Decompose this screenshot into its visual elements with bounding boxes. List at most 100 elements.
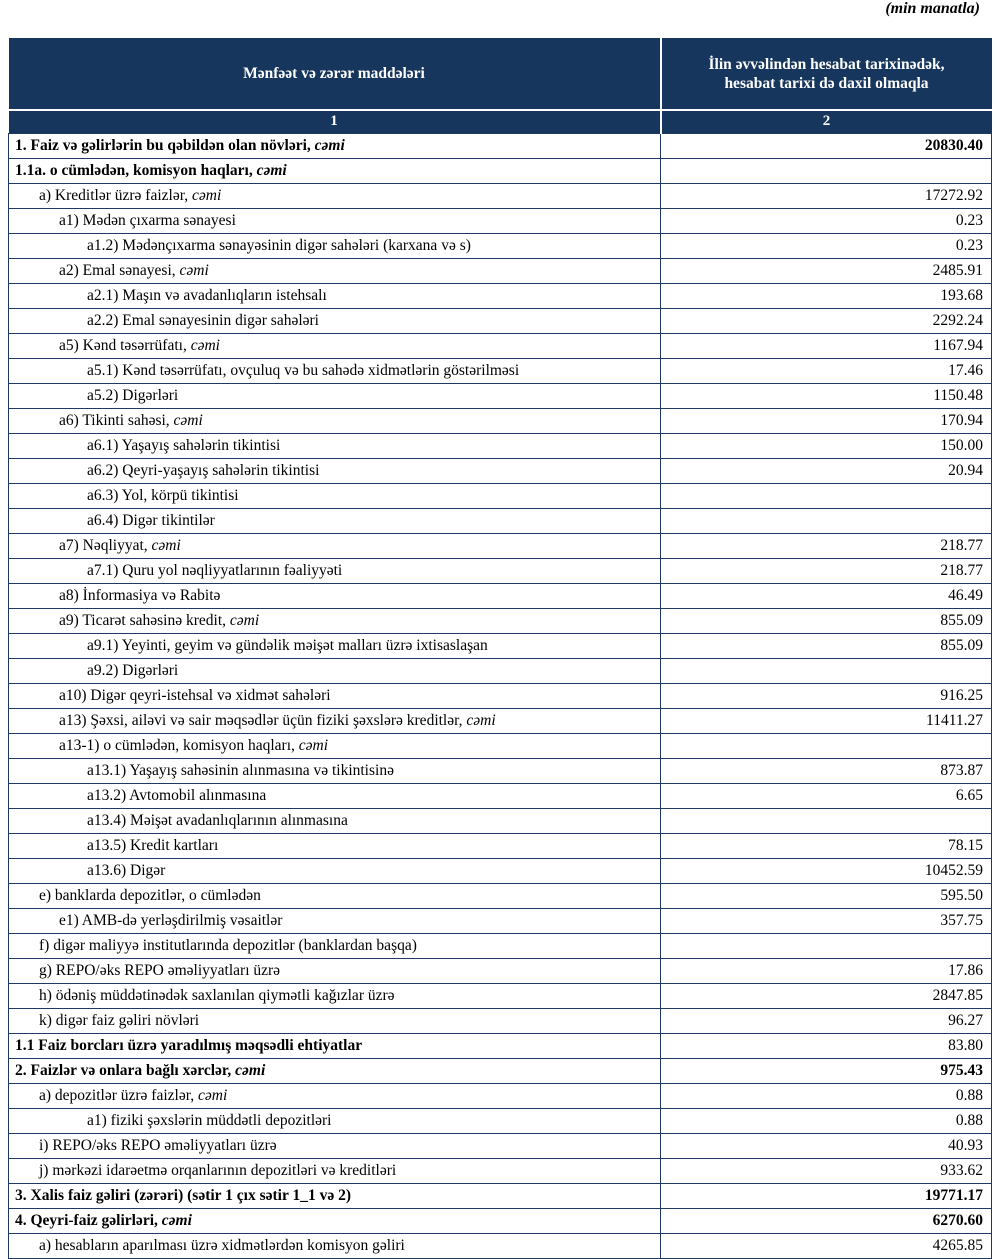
- row-label: i) REPO/əks REPO əməliyyatları üzrə: [8, 1132, 661, 1159]
- row-value: 6.65: [660, 782, 992, 809]
- row-label: a6.3) Yol, körpü tikintisi: [8, 482, 661, 509]
- row-value: 40.93: [660, 1132, 992, 1159]
- table-row: a) depozitlər üzrə faizlər, cəmi 0.88: [8, 1082, 992, 1109]
- row-value: [660, 732, 992, 759]
- table-row: a) hesabların aparılması üzrə xidmətlərd…: [8, 1232, 992, 1259]
- row-label: a8) İnformasiya və Rabitə: [8, 582, 661, 609]
- table-row: a2.2) Emal sənayesinin digər sahələri 22…: [8, 307, 992, 334]
- row-label: a13.4) Məişət avadanlıqlarının alınmasın…: [8, 807, 661, 834]
- column-header-period-value: İlin əvvəlindən hesabat tarixinədək, hes…: [659, 38, 992, 111]
- table-row: a6.4) Digər tikintilər: [8, 507, 992, 534]
- row-label: a1) fiziki şəxslərin müddətli depozitlər…: [8, 1107, 661, 1134]
- row-value: 0.23: [660, 207, 992, 234]
- row-value: 78.15: [660, 832, 992, 859]
- column-header-items: Mənfəət və zərər maddələri: [8, 38, 662, 111]
- table-row: e) banklarda depozitlər, o cümlədən 595.…: [8, 882, 992, 909]
- row-value: [660, 807, 992, 834]
- row-label: a) depozitlər üzrə faizlər, cəmi: [8, 1082, 661, 1109]
- row-value: 46.49: [660, 582, 992, 609]
- row-value: [660, 157, 992, 184]
- table-row: 1.1 Faiz borcları üzrə yaradılmış məqsəd…: [8, 1032, 992, 1059]
- row-value: 96.27: [660, 1007, 992, 1034]
- row-value: 855.09: [660, 607, 992, 634]
- row-label: a13.1) Yaşayış sahəsinin alınmasına və t…: [8, 757, 661, 784]
- row-label: k) digər faiz gəliri növləri: [8, 1007, 661, 1034]
- table-row: a2.1) Maşın və avadanlıqların istehsalı …: [8, 282, 992, 309]
- table-row: a1) Mədən çıxarma sənayesi 0.23: [8, 207, 992, 234]
- table-row: a9.2) Digərləri: [8, 657, 992, 684]
- row-value: 4265.85: [660, 1232, 992, 1259]
- row-label: g) REPO/əks REPO əməliyyatları üzrə: [8, 957, 661, 984]
- row-value: 150.00: [660, 432, 992, 459]
- table-row: a5.2) Digərləri 1150.48: [8, 382, 992, 409]
- table-row: a9.1) Yeyinti, geyim və gündəlik məişət …: [8, 632, 992, 659]
- table-row: a2) Emal sənayesi, cəmi 2485.91: [8, 257, 992, 284]
- row-label: a) hesabların aparılması üzrə xidmətlərd…: [8, 1232, 661, 1259]
- table-row: j) mərkəzi idarəetmə orqanlarının depozi…: [8, 1157, 992, 1184]
- row-label: h) ödəniş müddətinədək saxlanılan qiymət…: [8, 982, 661, 1009]
- table-row: e1) AMB-də yerləşdirilmiş vəsaitlər 357.…: [8, 907, 992, 934]
- table-row: a7) Nəqliyyat, cəmi 218.77: [8, 532, 992, 559]
- profit-loss-table: Mənfəət və zərər maddələri İlin əvvəlind…: [8, 38, 992, 1259]
- table-row: a13-1) o cümlədən, komisyon haqları, cəm…: [8, 732, 992, 759]
- table-row: i) REPO/əks REPO əməliyyatları üzrə 40.9…: [8, 1132, 992, 1159]
- table-row: a13.4) Məişət avadanlıqlarının alınmasın…: [8, 807, 992, 834]
- row-label: 4. Qeyri-faiz gəlirləri, cəmi: [8, 1207, 661, 1234]
- row-value: 218.77: [660, 532, 992, 559]
- table-row: a) Kreditlər üzrə faizlər, cəmi 17272.92: [8, 182, 992, 209]
- table-row: a13) Şəxsi, ailəvi və sair məqsədlər üçü…: [8, 707, 992, 734]
- column-number-1: 1: [8, 110, 662, 133]
- row-value: 2485.91: [660, 257, 992, 284]
- row-label: a7.1) Quru yol nəqliyyatlarının fəaliyyə…: [8, 557, 661, 584]
- row-value: 1167.94: [660, 332, 992, 359]
- table-row: g) REPO/əks REPO əməliyyatları üzrə 17.8…: [8, 957, 992, 984]
- row-label: a6) Tikinti sahəsi, cəmi: [8, 407, 661, 434]
- row-label: 1. Faiz və gəlirlərin bu qəbildən olan n…: [8, 132, 661, 159]
- table-body: 1. Faiz və gəlirlərin bu qəbildən olan n…: [8, 132, 992, 1259]
- row-label: a10) Digər qeyri-istehsal və xidmət sahə…: [8, 682, 661, 709]
- row-value: 0.23: [660, 232, 992, 259]
- row-label: a7) Nəqliyyat, cəmi: [8, 532, 661, 559]
- row-value: 2292.24: [660, 307, 992, 334]
- row-label: a9) Ticarət sahəsinə kredit, cəmi: [8, 607, 661, 634]
- row-value: 1150.48: [660, 382, 992, 409]
- table-row: a13.1) Yaşayış sahəsinin alınmasına və t…: [8, 757, 992, 784]
- row-value: 0.88: [660, 1107, 992, 1134]
- table-row: f) digər maliyyə institutlarında depozit…: [8, 932, 992, 959]
- row-label: e1) AMB-də yerləşdirilmiş vəsaitlər: [8, 907, 661, 934]
- row-label: a13-1) o cümlədən, komisyon haqları, cəm…: [8, 732, 661, 759]
- table-row: a8) İnformasiya və Rabitə 46.49: [8, 582, 992, 609]
- row-label: a6.1) Yaşayış sahələrin tikintisi: [8, 432, 661, 459]
- table-row: a13.6) Digər 10452.59: [8, 857, 992, 884]
- row-value: [660, 507, 992, 534]
- row-label: a2) Emal sənayesi, cəmi: [8, 257, 661, 284]
- table-row: a1) fiziki şəxslərin müddətli depozitlər…: [8, 1107, 992, 1134]
- row-value: 19771.17: [660, 1182, 992, 1209]
- table-row: 1.1a. o cümlədən, komisyon haqları, cəmi: [8, 157, 992, 184]
- row-label: a) Kreditlər üzrə faizlər, cəmi: [8, 182, 661, 209]
- table-row: a6.3) Yol, körpü tikintisi: [8, 482, 992, 509]
- row-value: 357.75: [660, 907, 992, 934]
- table-row: 1. Faiz və gəlirlərin bu qəbildən olan n…: [8, 132, 992, 159]
- row-value: 170.94: [660, 407, 992, 434]
- row-value: 873.87: [660, 757, 992, 784]
- row-label: a13.2) Avtomobil alınmasına: [8, 782, 661, 809]
- row-label: a13.5) Kredit kartları: [8, 832, 661, 859]
- table-row: a13.2) Avtomobil alınmasına 6.65: [8, 782, 992, 809]
- table-row: a7.1) Quru yol nəqliyyatlarının fəaliyyə…: [8, 557, 992, 584]
- row-value: 20.94: [660, 457, 992, 484]
- row-value: 2847.85: [660, 982, 992, 1009]
- table-row: a6.1) Yaşayış sahələrin tikintisi 150.00: [8, 432, 992, 459]
- table-row: k) digər faiz gəliri növləri 96.27: [8, 1007, 992, 1034]
- table-row: a9) Ticarət sahəsinə kredit, cəmi 855.09: [8, 607, 992, 634]
- row-value: 975.43: [660, 1057, 992, 1084]
- table-row: a10) Digər qeyri-istehsal və xidmət sahə…: [8, 682, 992, 709]
- row-label: a9.2) Digərləri: [8, 657, 661, 684]
- table-row: a6) Tikinti sahəsi, cəmi 170.94: [8, 407, 992, 434]
- header-row: Mənfəət və zərər maddələri İlin əvvəlind…: [8, 38, 992, 111]
- table-header: Mənfəət və zərər maddələri İlin əvvəlind…: [8, 38, 992, 133]
- table-row: a5) Kənd təsərrüfatı, cəmi 1167.94: [8, 332, 992, 359]
- row-label: a5) Kənd təsərrüfatı, cəmi: [8, 332, 661, 359]
- table-row: a6.2) Qeyri-yaşayış sahələrin tikintisi …: [8, 457, 992, 484]
- row-label: a13.6) Digər: [8, 857, 661, 884]
